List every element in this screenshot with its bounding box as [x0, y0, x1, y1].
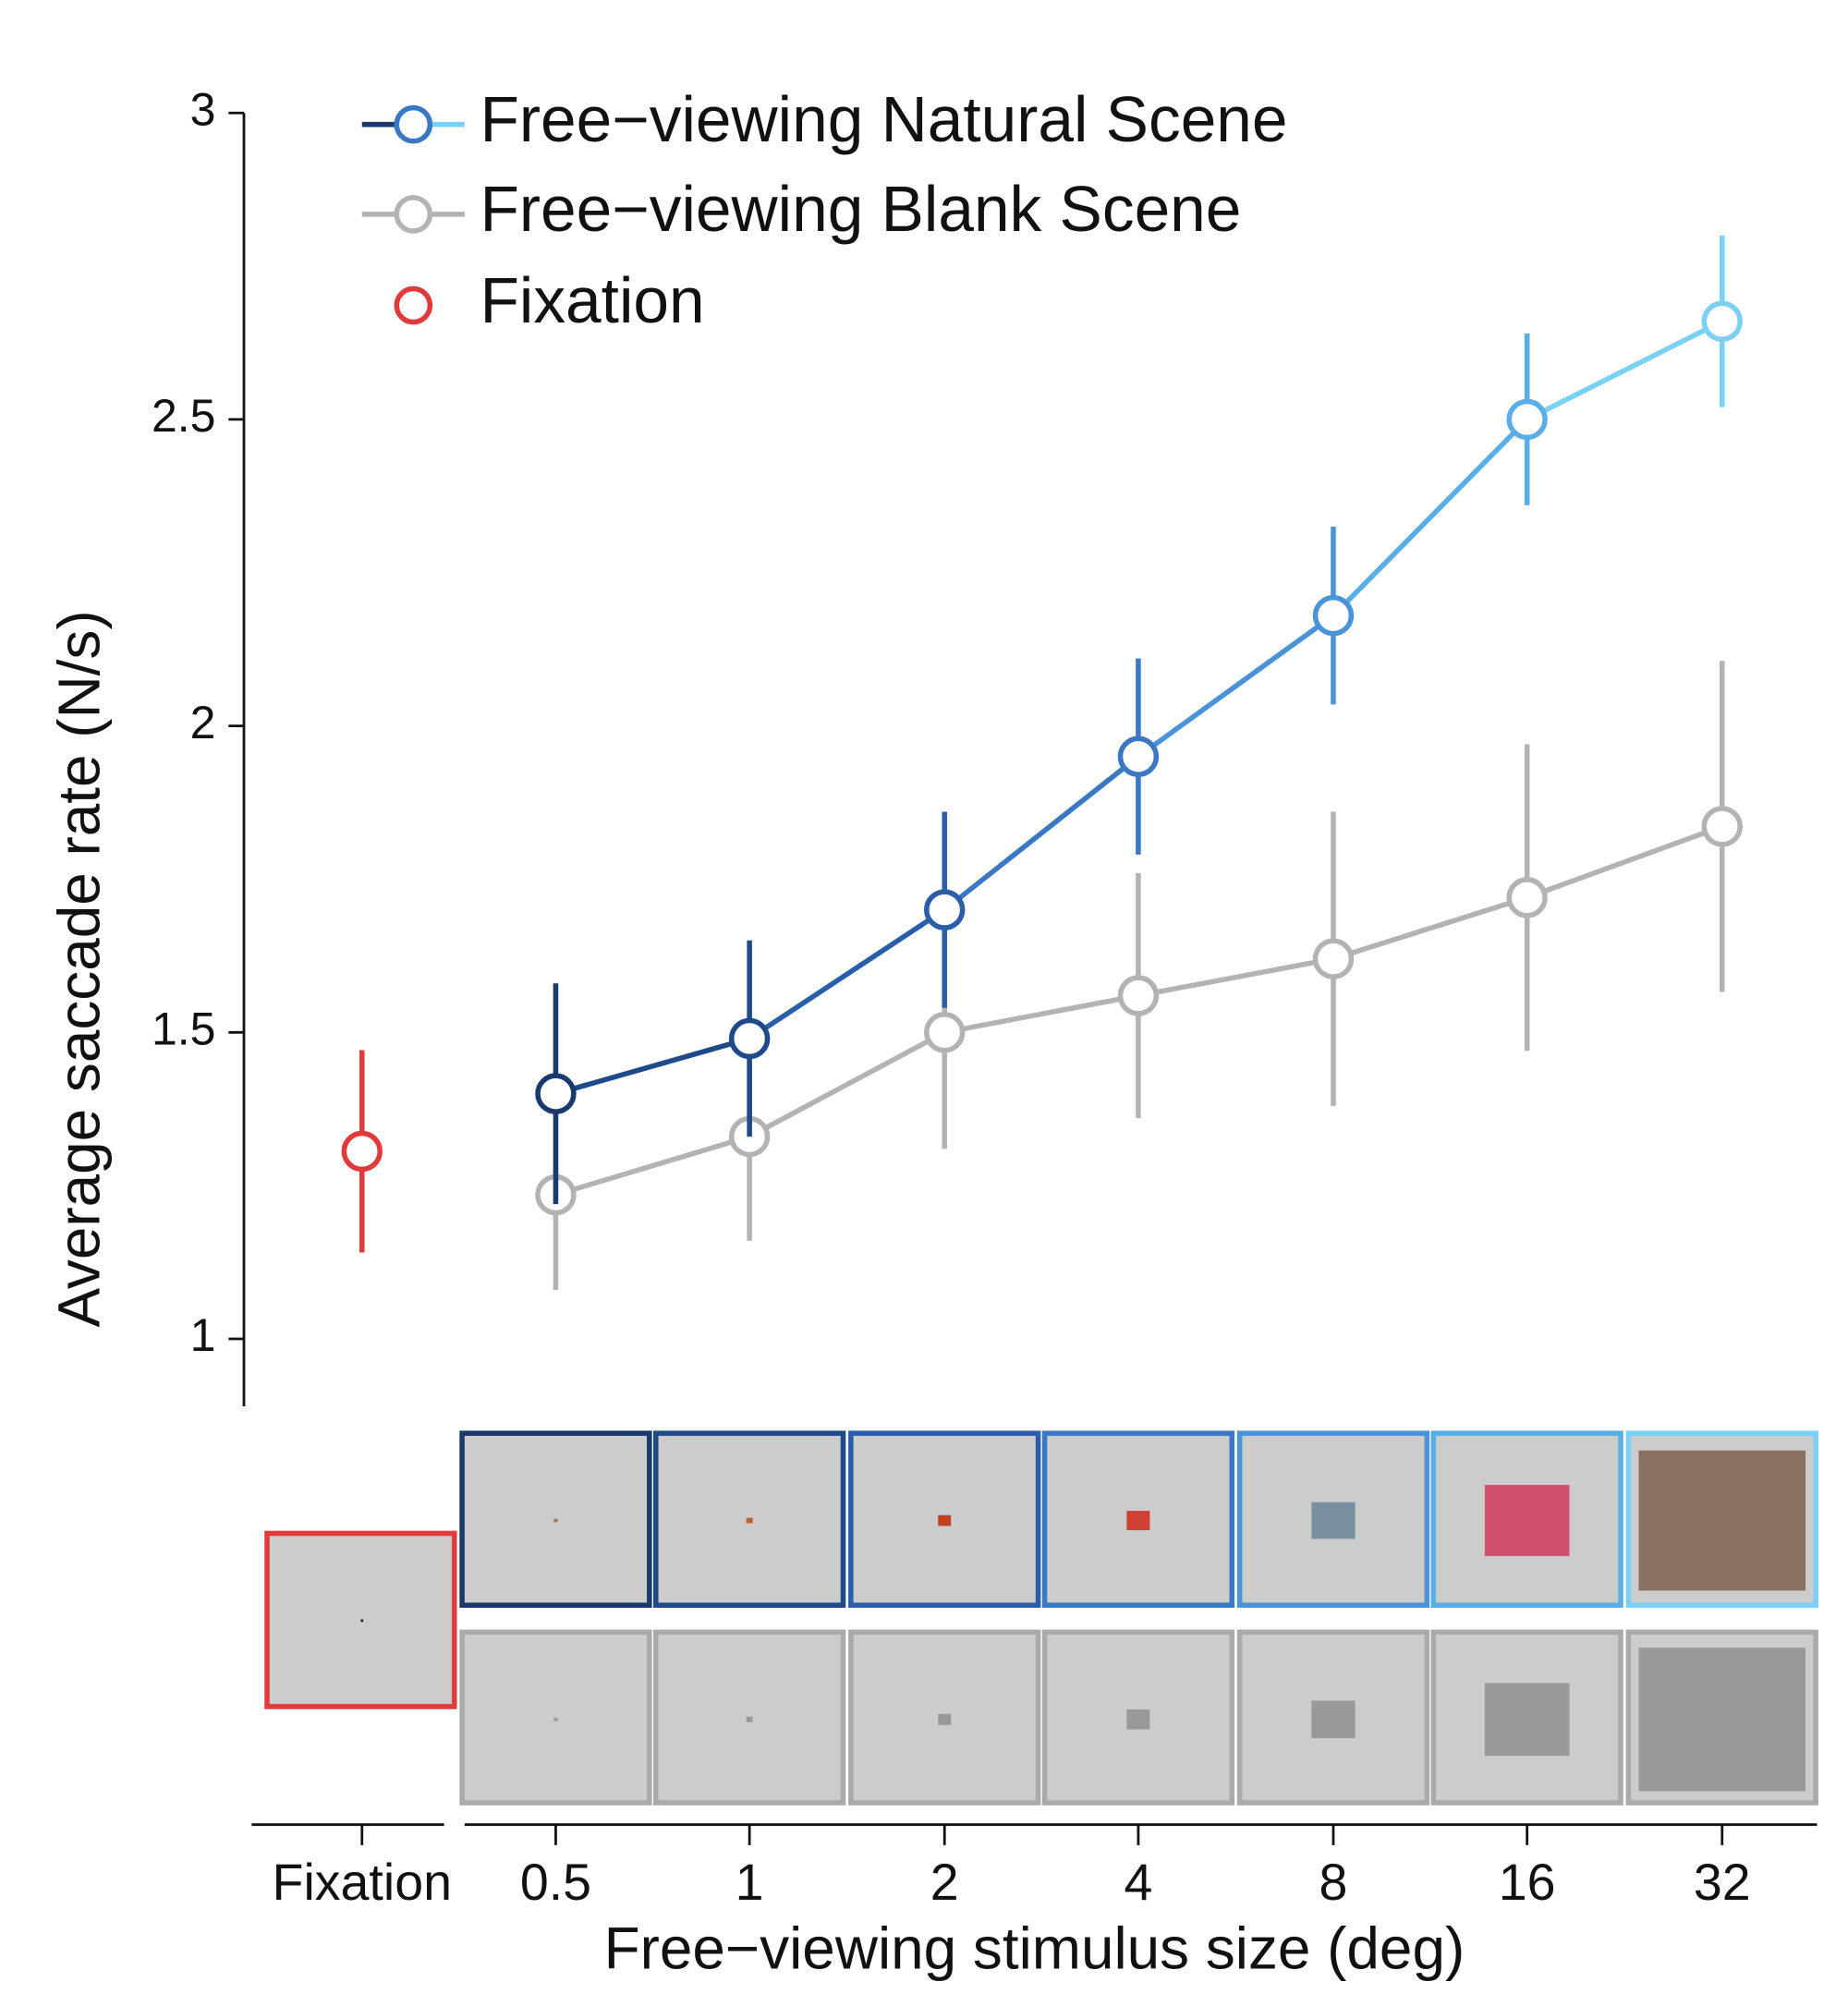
- data-point: [535, 1073, 577, 1114]
- series-line-segment: [1137, 613, 1335, 760]
- y-tick-label: 1: [190, 1309, 216, 1361]
- x-tick-label: 16: [1499, 1854, 1556, 1911]
- legend-label: Fixation: [480, 264, 705, 336]
- y-tick-label: 1.5: [152, 1003, 216, 1055]
- data-point: [728, 1017, 771, 1060]
- blank-patch: [1126, 1709, 1150, 1730]
- legend-label: Free−viewing Natural Scene: [480, 83, 1288, 155]
- y-tick-label: 2: [190, 697, 216, 748]
- stimulus-frame: [459, 1629, 652, 1806]
- blank-patch: [746, 1716, 753, 1722]
- natural-image: [1311, 1502, 1356, 1539]
- x-tick-label: 4: [1124, 1854, 1152, 1911]
- series-line-segment: [1526, 319, 1724, 422]
- x-tick-label: 1: [736, 1854, 764, 1911]
- data-point: [1312, 938, 1355, 979]
- data-point: [923, 1012, 966, 1053]
- natural-image: [938, 1514, 952, 1526]
- data-point: [1701, 300, 1743, 342]
- y-axis-label: Average saccade rate (N/s): [45, 610, 112, 1327]
- natural-image: [1484, 1485, 1570, 1557]
- series-line-segment: [1137, 955, 1334, 999]
- x-tick-label: 2: [930, 1854, 959, 1911]
- blank-patch: [1638, 1647, 1806, 1792]
- x-tick-label: 8: [1319, 1854, 1348, 1911]
- data-point: [1117, 975, 1160, 1016]
- natural-image: [746, 1517, 753, 1524]
- series-line-segment: [554, 1036, 750, 1097]
- blank-patch: [938, 1713, 952, 1725]
- legend-marker: [394, 286, 433, 325]
- blank-patch: [553, 1718, 558, 1721]
- x-tick-label: Fixation: [273, 1854, 452, 1911]
- series-line-segment: [748, 907, 946, 1041]
- y-tick-label: 2.5: [152, 390, 216, 442]
- data-point: [1312, 594, 1355, 637]
- y-tick-label: 3: [190, 83, 216, 135]
- fixation-dot: [360, 1619, 364, 1623]
- series-line-segment: [942, 754, 1140, 912]
- data-point: [923, 889, 966, 930]
- series-line-segment: [1526, 823, 1723, 900]
- x-axis-label: Free−viewing stimulus size (deg): [604, 1915, 1465, 1981]
- legend-marker: [394, 104, 433, 144]
- x-tick-label: 0.5: [520, 1854, 591, 1911]
- series-line-segment: [1332, 894, 1528, 962]
- series-line-segment: [554, 1134, 750, 1198]
- natural-image: [1126, 1511, 1150, 1531]
- series-line-segment: [1331, 417, 1529, 618]
- legend-label: Free−viewing Blank Scene: [480, 173, 1242, 245]
- data-point: [1117, 736, 1160, 777]
- data-point: [1506, 877, 1548, 918]
- series-line-segment: [748, 1029, 946, 1139]
- blank-patch: [1311, 1700, 1356, 1739]
- data-point: [1701, 806, 1743, 847]
- data-point: [1506, 398, 1548, 441]
- series-line-segment: [943, 992, 1139, 1036]
- blank-patch: [1484, 1683, 1570, 1757]
- natural-image: [553, 1518, 558, 1523]
- natural-image: [1638, 1450, 1806, 1591]
- legend-marker: [394, 195, 433, 234]
- x-tick-label: 32: [1694, 1854, 1751, 1911]
- data-point: [341, 1130, 383, 1173]
